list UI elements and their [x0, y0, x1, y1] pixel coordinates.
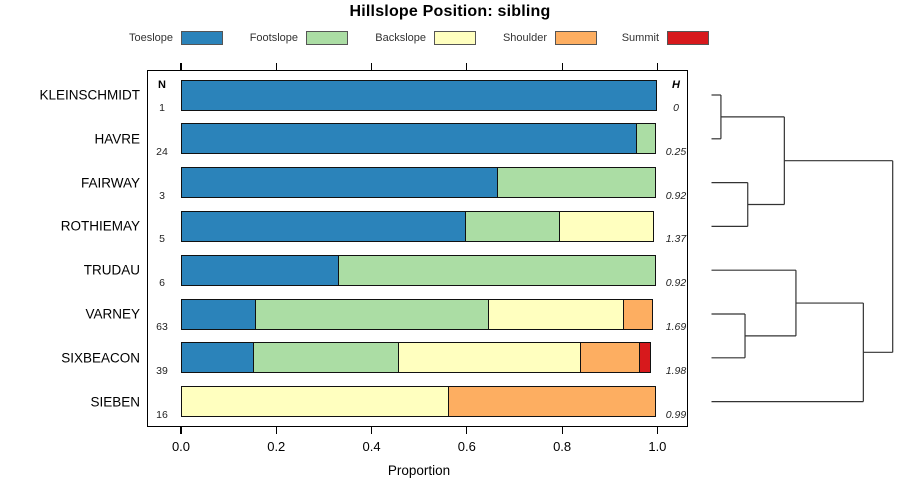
legend-swatch-footslope [306, 31, 348, 45]
x-tick-label: 0.2 [267, 439, 286, 454]
bar-segment-backslope [398, 342, 581, 374]
row-label-trudau: TRUDAU [83, 262, 140, 278]
h-value: 0.25 [665, 145, 687, 158]
axis-tick [370, 427, 373, 434]
bar-segment-toeslope [181, 342, 255, 374]
bar-segment-toeslope [181, 210, 467, 242]
stacked-bar-sixbeacon [181, 342, 657, 374]
n-value: 5 [159, 233, 165, 246]
bar-segment-summit [638, 342, 652, 374]
row-label-varney: VARNEY [85, 306, 140, 322]
row-label-rothiemay: ROTHIEMAY [60, 218, 140, 234]
h-value: 0 [673, 102, 679, 114]
bar-segment-toeslope [181, 167, 499, 199]
h-value: 0.92 [665, 189, 687, 202]
axis-tick [561, 427, 563, 434]
legend-swatch-toeslope [181, 31, 223, 45]
axis-tick [656, 63, 658, 70]
n-value: 24 [156, 145, 168, 158]
axis-tick [180, 427, 182, 434]
axis-tick [561, 63, 563, 70]
bar-segment-footslope [465, 210, 561, 242]
axis-tick [466, 63, 468, 70]
chart-title: Hillslope Position: sibling [349, 3, 551, 20]
axis-tick [180, 63, 182, 70]
n-value: 16 [156, 408, 168, 421]
legend-swatch-backslope [434, 31, 476, 45]
x-tick-label: 0.6 [457, 439, 476, 454]
x-tick-label: 1.0 [648, 439, 667, 454]
legend-label-shoulder: Shoulder [502, 32, 547, 44]
stacked-bar-fairway [181, 167, 657, 199]
bar-segment-footslope [255, 298, 490, 330]
legend-swatch-shoulder [555, 31, 597, 45]
legend-label-footslope: Footslope [249, 32, 298, 44]
bar-segment-footslope [338, 254, 656, 286]
n-value: 6 [159, 277, 165, 290]
stacked-bar-havre [181, 123, 657, 155]
bar-segment-shoulder [447, 386, 656, 418]
legend-item-footslope: Footslope [246, 30, 348, 46]
h-value: 1.98 [665, 364, 687, 377]
axis-tick [370, 63, 373, 70]
axis-tick [275, 63, 277, 70]
h-value: 0.92 [665, 277, 687, 290]
n-value: 1 [159, 102, 165, 114]
row-label-sixbeacon: SIXBEACON [61, 350, 140, 366]
bar-segment-footslope [497, 167, 656, 199]
legend-item-shoulder: Shoulder [495, 30, 597, 46]
bar-segment-toeslope [181, 123, 638, 155]
h-value: 1.37 [665, 233, 687, 246]
bar-segment-toeslope [181, 79, 658, 111]
legend-label-toeslope: Toeslope [128, 32, 173, 44]
stacked-bar-trudau [181, 254, 657, 286]
h-column-header: H [672, 79, 680, 91]
legend-item-summit: Summit [607, 30, 709, 46]
bar-segment-backslope [559, 210, 655, 242]
bar-segment-toeslope [181, 254, 340, 286]
stacked-bar-kleinschmidt [181, 79, 658, 111]
axis-tick [656, 427, 658, 434]
legend-label-backslope: Backslope [375, 32, 426, 44]
axis-tick [275, 427, 277, 434]
h-value: 0.99 [665, 408, 687, 421]
row-label-havre: HAVRE [94, 131, 140, 147]
legend-swatch-summit [667, 31, 709, 45]
x-axis-title: Proportion [387, 463, 451, 478]
row-label-kleinschmidt: KLEINSCHMIDT [39, 87, 140, 103]
stacked-bar-varney [181, 298, 657, 330]
legend-label-summit: Summit [621, 32, 659, 44]
stacked-bar-sieben [181, 386, 657, 418]
bar-segment-footslope [252, 342, 400, 374]
n-value: 39 [156, 364, 168, 377]
bar-segment-backslope [181, 386, 450, 418]
legend-item-toeslope: Toeslope [121, 30, 223, 46]
n-column-header: N [158, 79, 166, 91]
bar-segment-backslope [488, 298, 625, 330]
bar-segment-shoulder [622, 298, 653, 330]
axis-tick [466, 427, 468, 434]
legend-item-backslope: Backslope [374, 30, 476, 46]
bar-segment-footslope [635, 123, 656, 155]
x-tick-label: 0.8 [553, 439, 572, 454]
bar-segment-shoulder [579, 342, 641, 374]
bar-segment-toeslope [181, 298, 257, 330]
n-value: 63 [156, 321, 168, 333]
stacked-bar-rothiemay [181, 210, 657, 242]
n-value: 3 [159, 189, 165, 202]
h-value: 1.69 [665, 321, 687, 333]
row-label-sieben: SIEBEN [90, 394, 140, 410]
row-label-fairway: FAIRWAY [80, 175, 140, 191]
x-tick-label: 0.4 [362, 439, 381, 454]
x-tick-label: 0.0 [171, 439, 191, 454]
